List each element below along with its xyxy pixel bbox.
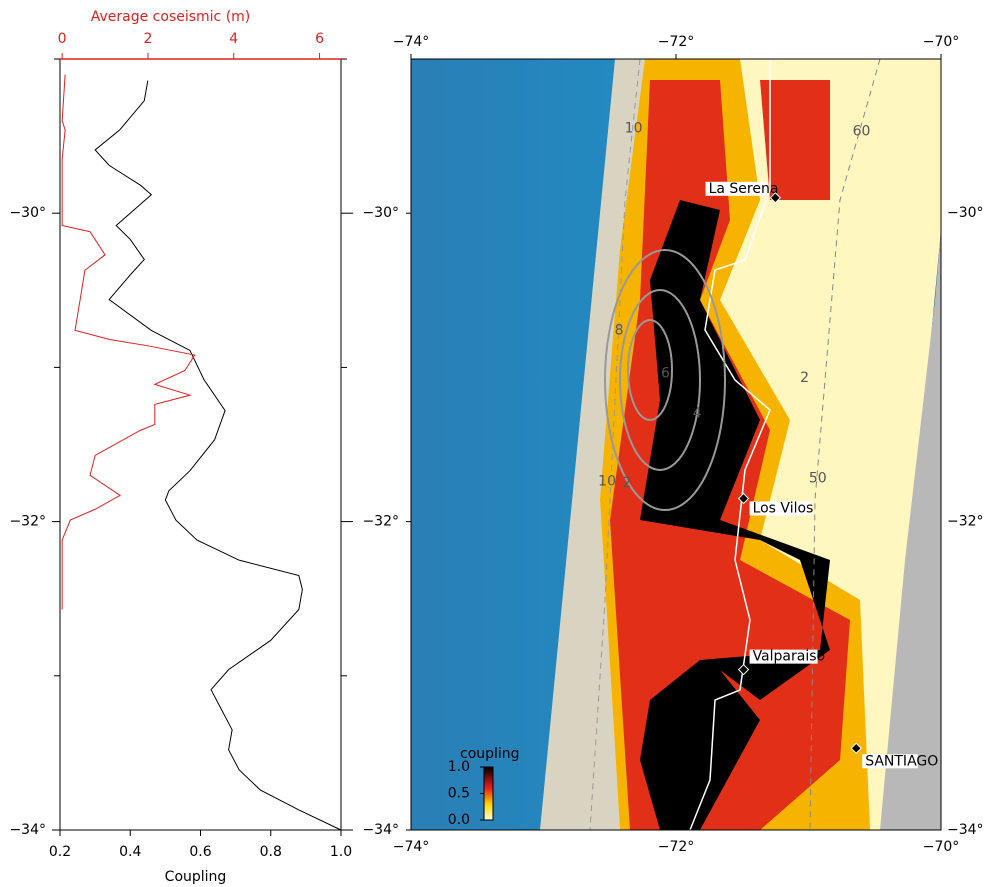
colorbar-tick-label: 0.0 <box>448 812 470 828</box>
colorbar <box>484 767 493 820</box>
y-tick-label-right: −32° <box>947 514 984 530</box>
x-tick-label: 0.8 <box>260 844 282 860</box>
x-tick-label-bottom: −72° <box>658 839 695 855</box>
city-label: La Serena <box>709 181 779 197</box>
contour-label: 50 <box>809 470 827 486</box>
y-tick-label-right: −34° <box>947 822 984 838</box>
x2-tick-label: 4 <box>229 31 238 47</box>
page: 0.2 0.4 0.6 0.8 1.0 0 2 4 6 Coupling Average cosei… <box>0 0 990 887</box>
contour-label: 10 <box>625 120 643 136</box>
x-tick-label-bottom: −74° <box>393 839 430 855</box>
city-label: Los Vilos <box>753 500 814 516</box>
contour-label: 60 <box>853 123 871 139</box>
colorbar-tick-label: 1.0 <box>448 759 470 775</box>
city-label: SANTIAGO <box>865 753 938 769</box>
map-background <box>411 59 941 830</box>
y-tick-label-left: −32° <box>362 514 399 530</box>
x-tick-label-top: −72° <box>658 34 695 50</box>
x2-tick-label: 2 <box>143 31 152 47</box>
y-tick-label-left: −30° <box>362 205 399 221</box>
y-tick-label-left: −34° <box>362 822 399 838</box>
figure: 0.2 0.4 0.6 0.8 1.0 0 2 4 6 Coupling Average cosei… <box>0 0 990 887</box>
x-tick-label-top: −70° <box>923 34 960 50</box>
x-tick-label-bottom: −70° <box>923 839 960 855</box>
y-tick-label: −32° <box>9 514 46 530</box>
x2-axis-title: Average coseismic (m) <box>91 9 251 25</box>
profile-line <box>62 74 195 609</box>
y-tick-label: −30° <box>9 205 46 221</box>
colorbar-tick-label: 0.5 <box>448 786 470 802</box>
x-tick-label: 1.0 <box>330 844 352 860</box>
contour-label: 2 <box>623 475 632 491</box>
x-axis-title: Coupling <box>165 869 227 885</box>
contour-label: 2 <box>800 370 809 386</box>
x-tick-label: 0.4 <box>119 844 141 860</box>
contour-label: 8 <box>615 322 624 338</box>
y-tick-label-right: −30° <box>947 205 984 221</box>
x2-tick-label: 6 <box>315 31 324 47</box>
contour-label: 6 <box>661 366 670 382</box>
y-tick-label: −34° <box>9 822 46 838</box>
x-tick-label-top: −74° <box>393 34 430 50</box>
contour-label: 4 <box>693 406 702 422</box>
city-label: Valparaiso <box>753 649 826 665</box>
plot-frame <box>60 59 341 830</box>
profile-line <box>95 81 341 830</box>
x-tick-label: 0.2 <box>49 844 71 860</box>
contour-label: 10 <box>598 474 616 490</box>
x-tick-label: 0.6 <box>189 844 211 860</box>
x2-tick-label: 0 <box>58 31 67 47</box>
